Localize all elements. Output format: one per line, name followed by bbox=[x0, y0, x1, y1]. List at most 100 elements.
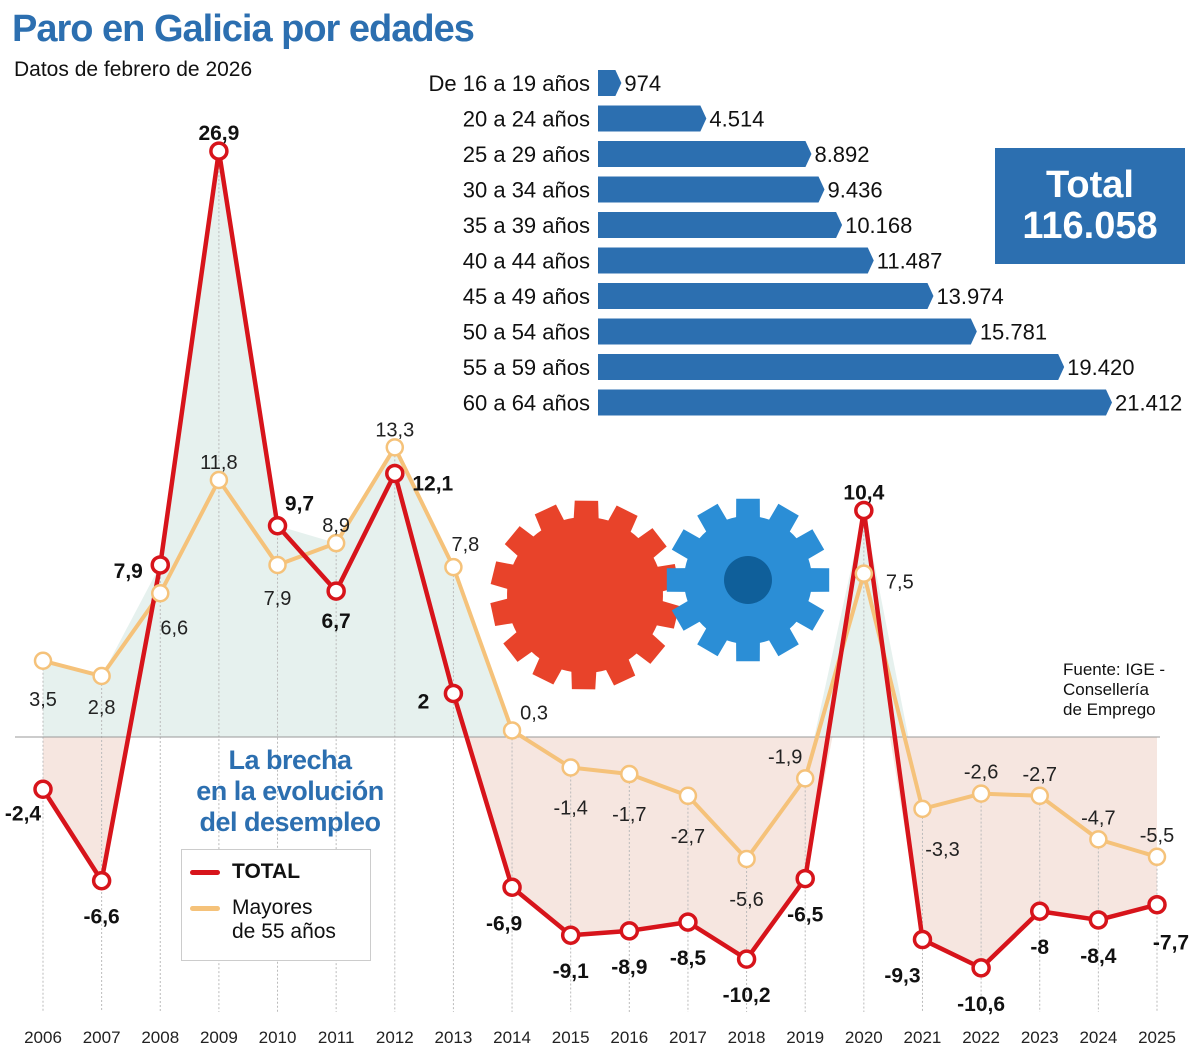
bar bbox=[598, 318, 977, 345]
data-label-mayores: -4,7 bbox=[1081, 807, 1115, 829]
data-point-mayores bbox=[678, 786, 698, 806]
bar bbox=[598, 354, 1065, 380]
data-point-mayores bbox=[795, 769, 815, 788]
data-point-mayores bbox=[561, 758, 580, 777]
x-tick-label: 2020 bbox=[845, 1028, 883, 1047]
data-point-total bbox=[150, 555, 171, 575]
bar-category-label: 35 a 39 años bbox=[463, 213, 590, 238]
source-line: de Emprego bbox=[1063, 700, 1156, 719]
legend-label-mayores: Mayores de 55 años bbox=[232, 896, 336, 944]
x-tick-label: 2008 bbox=[141, 1028, 179, 1047]
x-tick-label: 2019 bbox=[786, 1028, 824, 1047]
bar bbox=[598, 176, 825, 203]
bar-value-label: 974 bbox=[624, 71, 661, 96]
data-label-total: -10,6 bbox=[957, 993, 1005, 1016]
series-line-total bbox=[41, 148, 1158, 971]
x-tick-label: 2017 bbox=[669, 1028, 707, 1047]
blue-gear-icon-hub bbox=[724, 556, 772, 604]
x-tick-label: 2021 bbox=[904, 1028, 942, 1047]
bar-value-label: 4.514 bbox=[709, 107, 764, 132]
legend-label-total: TOTAL bbox=[232, 860, 301, 883]
data-label-total: 26,9 bbox=[198, 122, 239, 145]
bar bbox=[598, 212, 843, 238]
annotation-line: en la evolución bbox=[196, 776, 384, 806]
data-label-total: 7,9 bbox=[114, 560, 143, 583]
data-label-total: 12,1 bbox=[412, 472, 453, 495]
data-label-total: -6,6 bbox=[84, 906, 120, 929]
x-tick-label: 2006 bbox=[24, 1028, 62, 1047]
data-label-total: -6,9 bbox=[486, 912, 522, 935]
data-label-total: -9,1 bbox=[553, 960, 590, 983]
data-label-mayores: -2,7 bbox=[1023, 764, 1057, 786]
negative-area-fill bbox=[43, 737, 1157, 968]
data-point-mayores bbox=[444, 557, 463, 577]
data-label-mayores: 7,5 bbox=[886, 572, 914, 594]
legend-item-mayores: Mayores de 55 años bbox=[190, 896, 336, 944]
x-tick-label: 2018 bbox=[728, 1028, 766, 1047]
data-label-total: -9,3 bbox=[884, 965, 920, 988]
total-box: Total 116.058 bbox=[995, 148, 1185, 264]
data-point-mayores bbox=[385, 438, 405, 457]
data-label-mayores: 7,9 bbox=[264, 588, 292, 610]
data-point-mayores bbox=[854, 564, 874, 583]
page-title: Paro en Galicia por edades bbox=[12, 8, 475, 50]
data-point-total bbox=[912, 929, 933, 950]
data-point-total bbox=[267, 515, 288, 536]
data-label-mayores: -2,7 bbox=[671, 826, 705, 848]
x-tick-label: 2013 bbox=[435, 1028, 473, 1047]
data-point-total bbox=[560, 925, 581, 945]
red-gear-icon bbox=[490, 500, 680, 690]
x-tick-label: 2014 bbox=[493, 1028, 531, 1047]
bar-category-label: 25 a 29 años bbox=[463, 142, 590, 167]
x-tick-label: 2024 bbox=[1079, 1028, 1117, 1047]
data-point-total bbox=[1029, 901, 1050, 921]
bar-value-label: 9.436 bbox=[828, 178, 883, 203]
legend-swatch-mayores bbox=[190, 906, 220, 911]
x-tick-label: 2025 bbox=[1138, 1028, 1176, 1047]
data-point-total bbox=[854, 500, 874, 521]
x-tick-label: 2015 bbox=[552, 1028, 590, 1047]
data-label-mayores: -2,6 bbox=[964, 762, 998, 784]
legend-label-line: Mayores bbox=[232, 896, 313, 919]
data-point-total bbox=[33, 779, 53, 800]
x-tick-label: 2012 bbox=[376, 1028, 414, 1047]
data-point-total bbox=[502, 877, 522, 898]
bar bbox=[598, 389, 1112, 416]
x-tick-label: 2007 bbox=[83, 1028, 121, 1047]
data-point-total bbox=[91, 870, 112, 891]
data-label-mayores: -1,4 bbox=[553, 797, 587, 819]
bar bbox=[598, 70, 622, 96]
legend-item-total: TOTAL bbox=[190, 860, 300, 884]
bar-category-label: 20 a 24 años bbox=[463, 107, 590, 132]
legend: TOTAL Mayores de 55 años bbox=[181, 849, 371, 961]
bar-value-label: 15.781 bbox=[980, 320, 1047, 345]
data-label-mayores: 2,8 bbox=[88, 697, 116, 719]
gears-icon bbox=[490, 498, 830, 690]
data-point-total bbox=[209, 141, 229, 161]
data-label-total: -2,4 bbox=[5, 802, 42, 825]
data-point-total bbox=[326, 581, 346, 601]
bar-category-label: 40 a 44 años bbox=[463, 249, 590, 274]
data-point-total bbox=[619, 921, 640, 941]
source-line: Consellería bbox=[1063, 680, 1149, 699]
bar-category-label: 60 a 64 años bbox=[463, 391, 590, 416]
data-point-total bbox=[736, 949, 757, 969]
data-label-total: 9,7 bbox=[285, 493, 314, 516]
chart-annotation: La brecha en la evolución del desempleo bbox=[160, 745, 420, 838]
data-point-mayores bbox=[971, 784, 991, 803]
data-label-mayores: -5,6 bbox=[729, 889, 763, 911]
bar bbox=[598, 141, 812, 167]
data-label-mayores: 11,8 bbox=[200, 452, 237, 474]
data-label-mayores: -5,5 bbox=[1140, 825, 1174, 847]
bar-value-label: 11.487 bbox=[877, 249, 943, 274]
data-point-total bbox=[795, 868, 815, 889]
data-label-total: -8,4 bbox=[1080, 945, 1117, 968]
data-label-mayores: 3,5 bbox=[29, 689, 57, 711]
data-point-mayores bbox=[1030, 786, 1049, 806]
bar-value-label: 21.412 bbox=[1115, 391, 1182, 416]
positive-area-fill bbox=[43, 151, 1157, 737]
data-point-total bbox=[678, 912, 698, 932]
data-point-total bbox=[443, 683, 464, 704]
bar-category-label: De 16 a 19 años bbox=[429, 71, 590, 96]
